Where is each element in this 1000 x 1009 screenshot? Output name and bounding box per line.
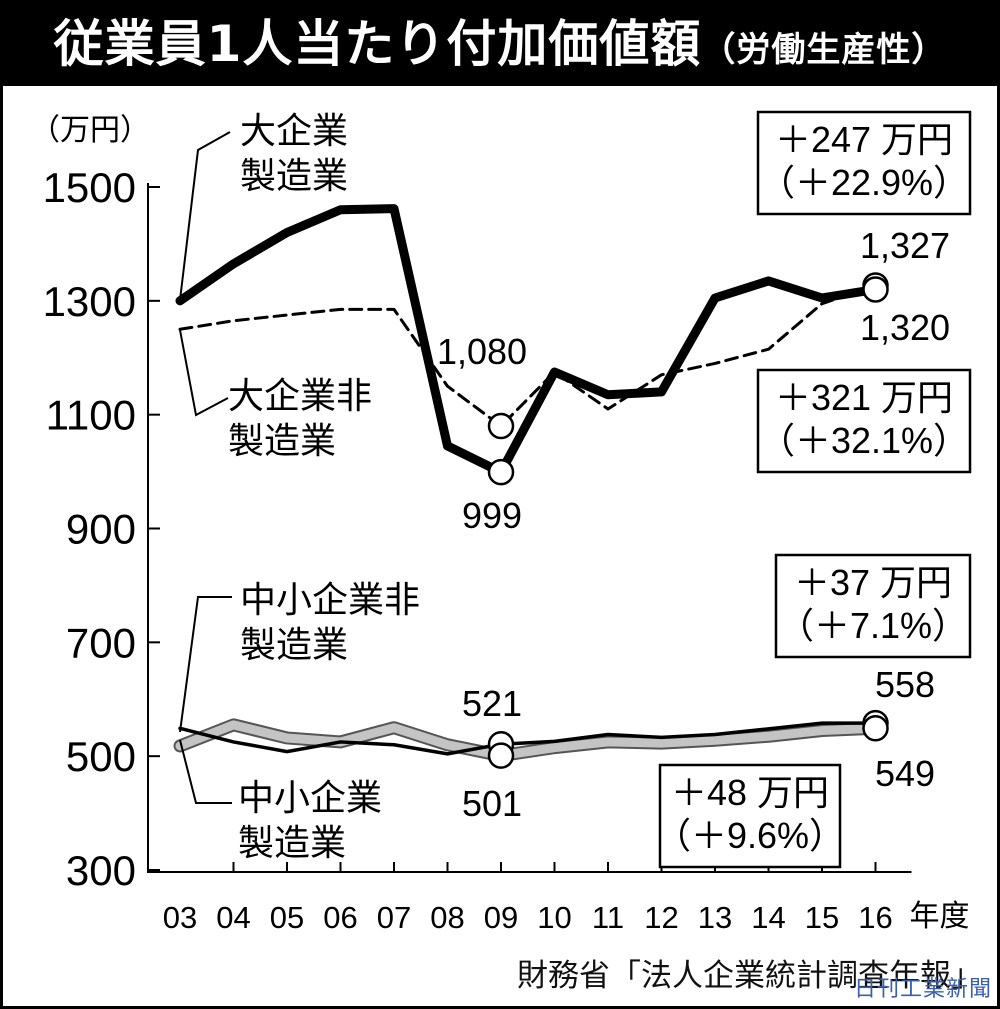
x-tick-label: 13 (698, 900, 732, 935)
data-label: 501 (462, 783, 522, 824)
change-box (774, 553, 972, 659)
x-tick-label: 04 (216, 900, 250, 935)
data-point-marker (487, 412, 515, 440)
y-tick-label: 700 (66, 619, 136, 666)
data-point-marker (862, 276, 889, 303)
series-label-leader (179, 329, 229, 417)
series-name-label: 大企業非 (228, 375, 372, 416)
series-name-label: 大企業 (240, 110, 348, 151)
data-label: 521 (462, 683, 522, 724)
x-tick-label: 14 (751, 900, 785, 935)
change-box-amount: ＋37 万円 (794, 562, 952, 603)
series-line-small-manufacturing (175, 720, 880, 761)
publisher-credit: 日刊工業新聞 (853, 977, 992, 1002)
change-box (658, 763, 842, 869)
change-box-percent: （＋32.1%） (759, 420, 969, 461)
series-name-label: 製造業 (228, 420, 336, 461)
data-point-marker (862, 715, 889, 742)
y-tick-label: 1100 (46, 392, 136, 439)
x-axis-suffix: 年度 (910, 900, 970, 933)
series-name-label: 中小企業 (238, 777, 382, 818)
data-label: 1,080 (437, 331, 527, 372)
change-box-percent: （＋22.9%） (759, 162, 969, 203)
series-line-small-nonmanufacturing (178, 721, 878, 756)
y-unit-label: （万円） (30, 114, 150, 147)
data-label: 558 (875, 664, 935, 705)
data-label: 1,327 (860, 225, 950, 266)
x-tick-label: 08 (430, 900, 464, 935)
change-box-amount: ＋48 万円 (671, 772, 829, 813)
y-tick-label: 1300 (43, 278, 136, 325)
series-name-label: 製造業 (240, 155, 348, 196)
change-box-percent: （＋9.6%） (655, 815, 845, 856)
series-label-leader (179, 739, 232, 804)
data-point-marker (487, 742, 515, 769)
change-box (756, 368, 972, 474)
series-line-large-manufacturing (175, 204, 880, 477)
change-box-percent: （＋7.1%） (778, 605, 968, 646)
x-tick-label: 06 (323, 900, 357, 935)
x-tick-label: 12 (644, 900, 678, 935)
series-name-label: 製造業 (240, 624, 348, 665)
series-label-leader (179, 131, 231, 301)
chart-subtitle: （労働生産性） (701, 30, 947, 70)
x-tick-label: 03 (163, 900, 197, 935)
change-box-amount: ＋321 万円 (775, 377, 953, 418)
title-bar: 従業員1人当たり付加価値額（労働生産性） (3, 3, 997, 86)
data-label: 1,320 (860, 307, 950, 348)
series-name-label: 中小企業非 (240, 579, 420, 620)
x-tick-label: 05 (270, 900, 304, 935)
data-point-marker (487, 458, 515, 486)
x-tick-label: 10 (537, 900, 571, 935)
source-note: 財務省「法人企業統計調査年報」 (517, 958, 982, 994)
data-label: 999 (462, 495, 522, 536)
x-tick-label: 07 (377, 900, 411, 935)
y-tick-label: 900 (66, 506, 136, 553)
x-tick-label: 15 (805, 900, 839, 935)
series-line-large-nonmanufacturing (178, 283, 877, 428)
data-label: 549 (875, 753, 935, 794)
y-tick-label: 300 (66, 847, 136, 894)
y-tick-label: 500 (66, 733, 136, 780)
x-tick-label: 16 (858, 900, 892, 935)
change-box-amount: ＋247 万円 (775, 119, 953, 160)
chart-title: 従業員1人当たり付加価値額 (53, 15, 702, 73)
x-tick-label: 11 (592, 900, 624, 935)
series-name-label: 製造業 (238, 822, 346, 863)
series-label-leader (179, 596, 232, 733)
x-tick-label: 09 (484, 900, 518, 935)
change-box (756, 110, 972, 216)
y-tick-label: 1500 (43, 164, 136, 211)
